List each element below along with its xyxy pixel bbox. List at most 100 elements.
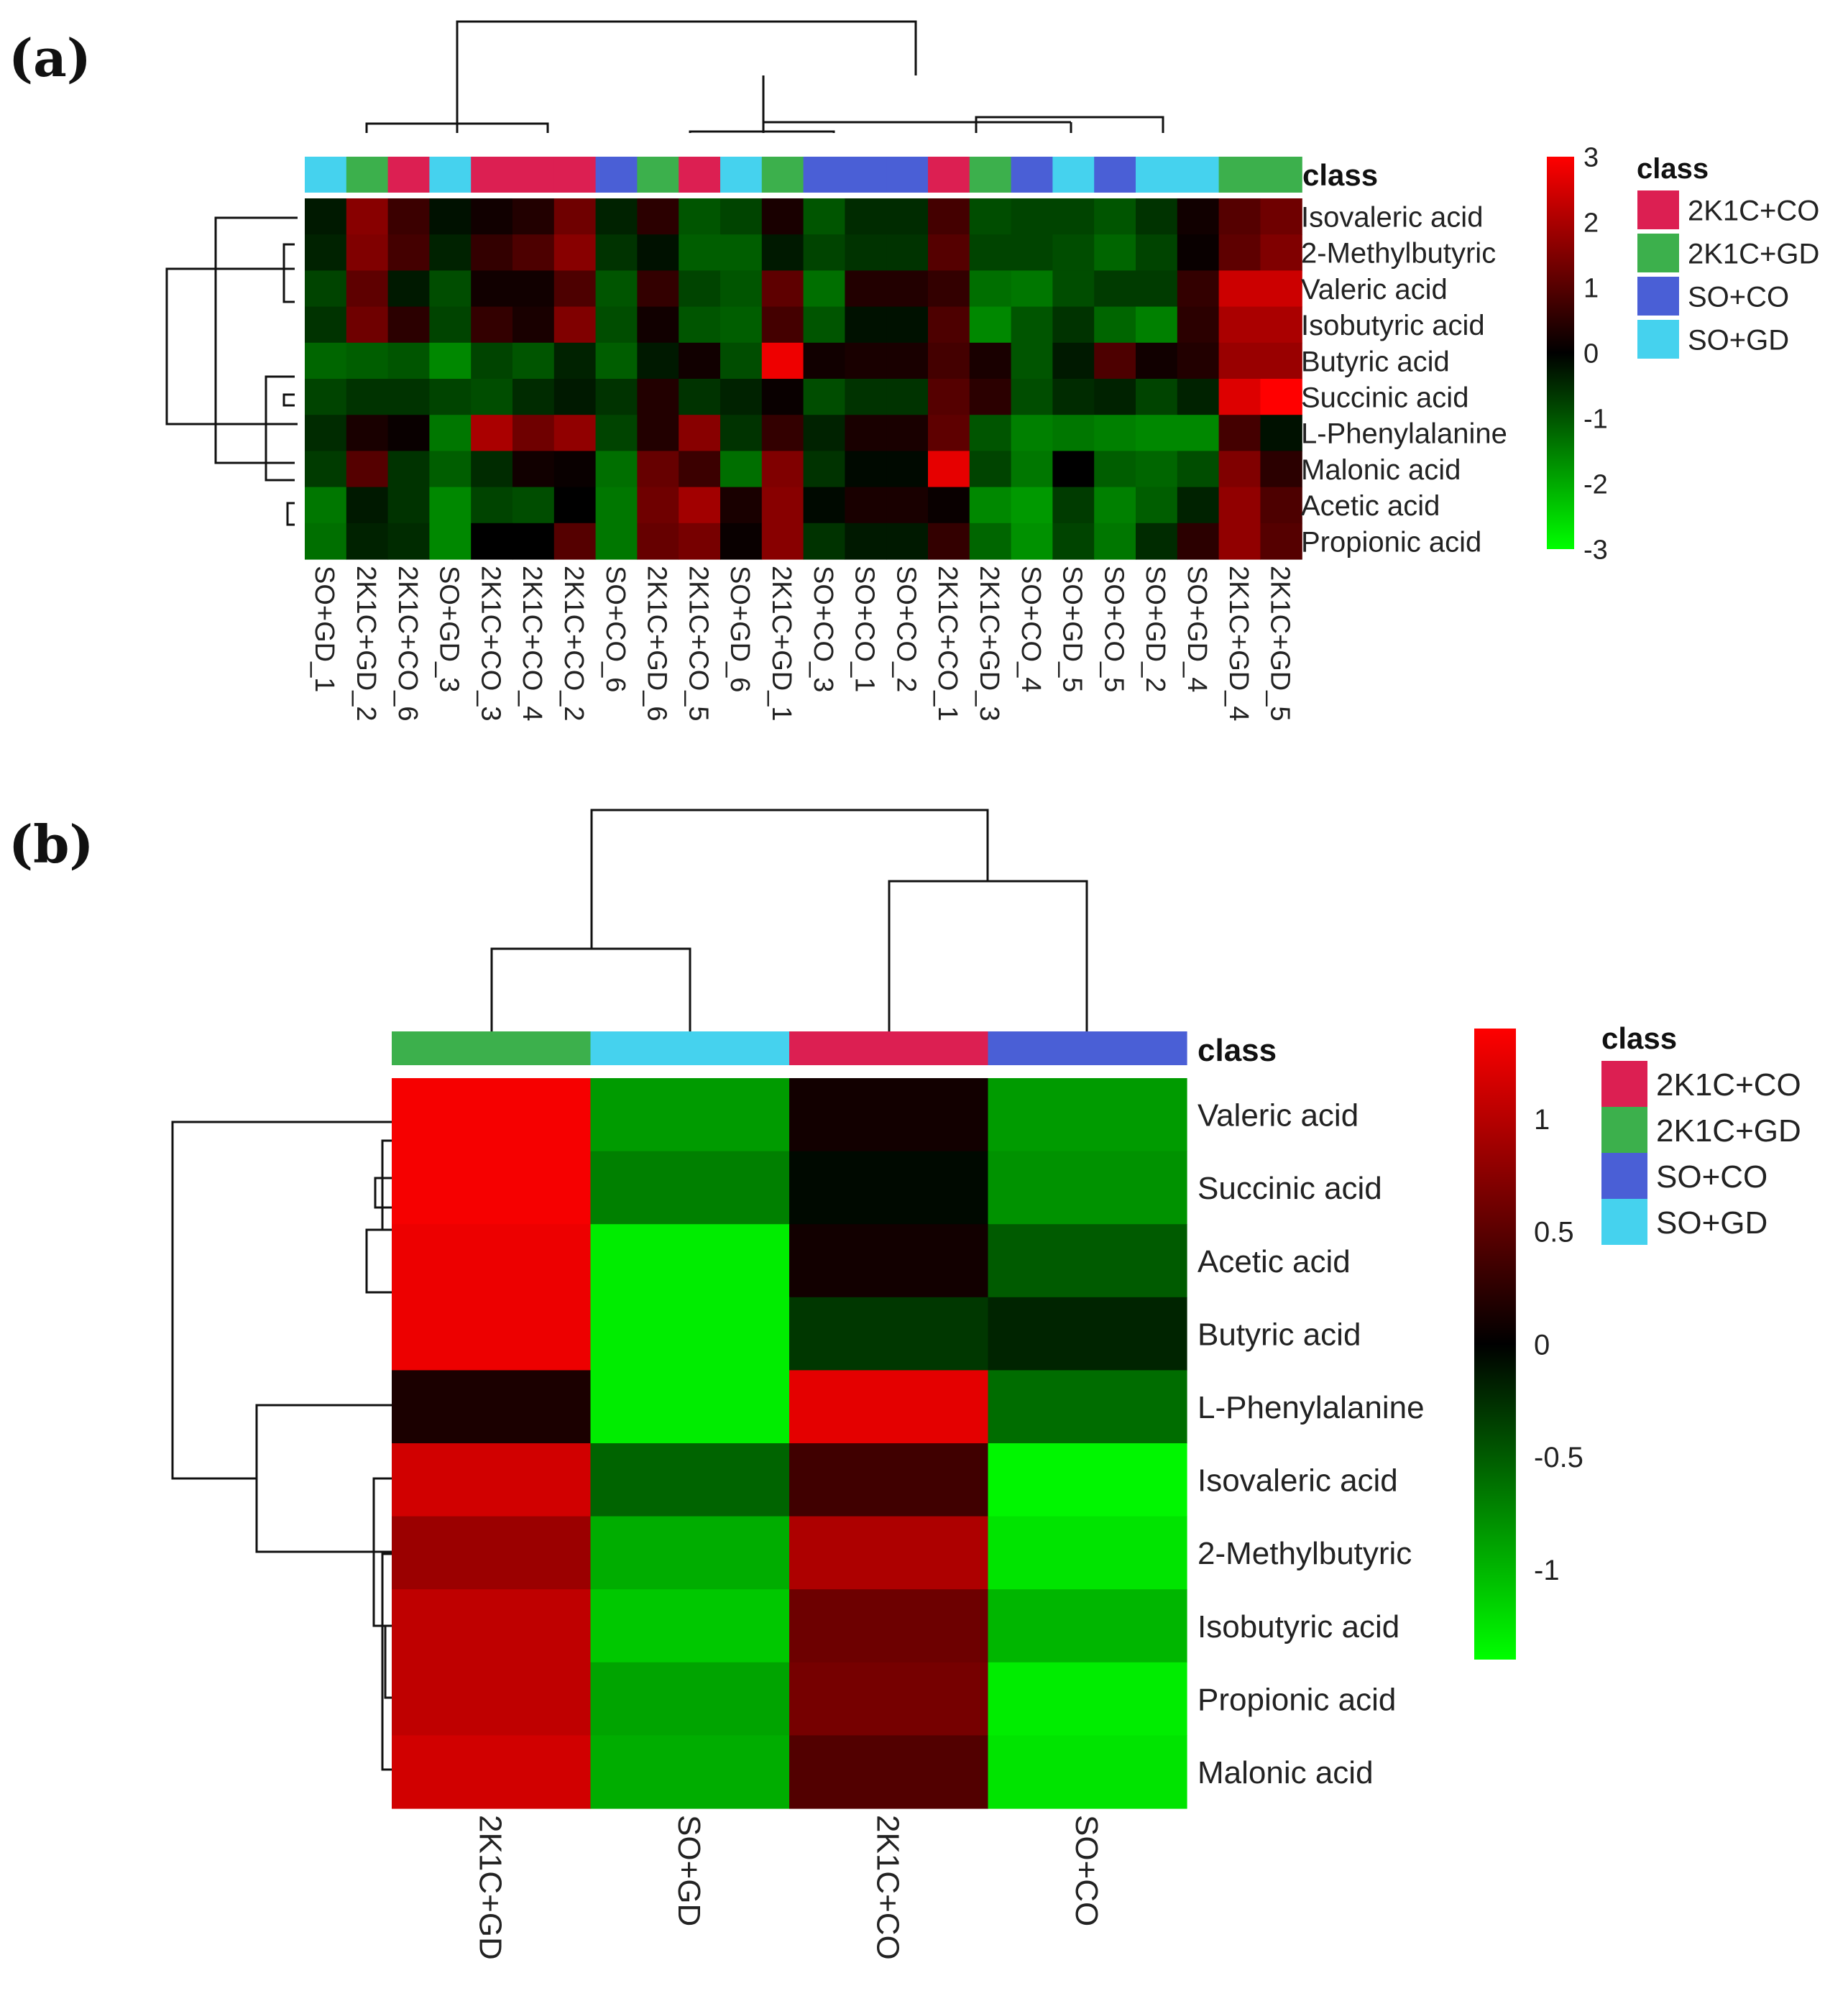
row-label: L-Phenylalanine [1197, 1390, 1425, 1425]
heatmap-cell [928, 379, 970, 415]
row-label: Butyric acid [1301, 346, 1450, 377]
row-label: Propionic acid [1197, 1682, 1396, 1717]
heatmap-cell [590, 1078, 790, 1152]
column-label: 2K1C+CO_4 [517, 566, 547, 722]
heatmap-cell [988, 1443, 1187, 1517]
heatmap-cell [1260, 306, 1302, 344]
heatmap-cell [387, 523, 430, 560]
colorbar-tick-label: -3 [1583, 535, 1608, 566]
column-label: SO+GD [671, 1815, 707, 1926]
heatmap-cell [720, 270, 763, 308]
heatmap-cell [679, 342, 721, 380]
colorbar-a [1547, 157, 1574, 549]
heatmap-cell [471, 379, 513, 415]
colorbar-tick-label: -1 [1534, 1555, 1560, 1586]
colorbar-ticks-a: 3 2 1 0 -1 -2 -3 [1583, 143, 1608, 566]
heatmap-cell [969, 415, 1012, 451]
heatmap-cell [1136, 451, 1178, 488]
heatmap-cell [1011, 270, 1053, 308]
heatmap-cell [928, 523, 970, 560]
heatmap-cell [1136, 415, 1178, 451]
class-bar-a [305, 157, 1302, 193]
heatmap-cell [720, 306, 763, 344]
heatmap-cell [1011, 306, 1053, 344]
heatmap-cell [471, 234, 513, 271]
heatmap-cell [1260, 198, 1302, 235]
heatmap-cell [553, 342, 597, 380]
heatmap-cell [789, 1151, 989, 1225]
column-label: SO+CO_4 [1016, 566, 1046, 692]
column-label: 2K1C+CO_2 [558, 566, 589, 722]
heatmap-cell [387, 451, 430, 488]
heatmap-cell [761, 306, 804, 344]
heatmap-cell [789, 1370, 989, 1444]
heatmap-cell [845, 306, 887, 344]
colorbar-tick-label: 0 [1583, 339, 1599, 369]
heatmap-cell [471, 306, 513, 344]
heatmap-cell [1052, 415, 1095, 451]
heatmap-cell [512, 270, 555, 308]
column-labels-b: 2K1C+GD SO+GD 2K1C+CO SO+CO [472, 1815, 1104, 1960]
class-bar-segment [1136, 157, 1178, 193]
heatmap-cell [471, 342, 513, 380]
heatmap-cell [720, 451, 763, 488]
heatmap-cell [590, 1735, 790, 1809]
class-bar-segment [761, 157, 804, 193]
heatmap-cell [761, 198, 804, 235]
heatmap-cell [886, 270, 929, 308]
heatmap-cell [637, 198, 679, 235]
class-bar-segment [928, 157, 970, 193]
column-label: 2K1C+CO_5 [683, 566, 713, 722]
row-label: Propionic acid [1301, 526, 1481, 558]
heatmap-cell [637, 379, 679, 415]
row-label: Valeric acid [1197, 1098, 1359, 1133]
column-label: SO+GD_6 [725, 566, 755, 692]
heatmap-cell [512, 198, 555, 235]
heatmap-cell [387, 270, 430, 308]
class-bar-segment [1052, 157, 1095, 193]
heatmap-cell [387, 198, 430, 235]
heatmap-cell [590, 1516, 790, 1590]
heatmap-cell [1218, 523, 1261, 560]
heatmap-cell [679, 306, 721, 344]
heatmap-cell [1177, 451, 1220, 488]
heatmap-cell [590, 1662, 790, 1736]
row-label: Isobutyric acid [1197, 1609, 1399, 1644]
heatmap-cell [305, 342, 347, 380]
class-bar-segment [590, 1031, 790, 1065]
heatmap-cell [392, 1224, 592, 1298]
heatmap-cell [392, 1443, 592, 1517]
heatmap-cell [637, 451, 679, 488]
heatmap-cell [1094, 487, 1136, 524]
heatmap-cell [595, 523, 638, 560]
heatmap-cell [845, 523, 887, 560]
heatmap-cell [789, 1516, 989, 1590]
heatmap-cell [845, 487, 887, 524]
legend-label: 2K1C+CO [1688, 195, 1819, 226]
colorbar-tick-label: 1 [1583, 274, 1599, 304]
heatmap-cell [886, 234, 929, 271]
heatmap-cell [429, 451, 472, 488]
heatmap-cell [1011, 234, 1053, 271]
heatmap-cell [595, 234, 638, 271]
heatmap-cell [346, 379, 389, 415]
heatmap-cell [1136, 306, 1178, 344]
heatmap-cell [1260, 523, 1302, 560]
heatmap-cell [969, 234, 1012, 271]
class-bar-segment [637, 157, 679, 193]
heatmap-cell [595, 487, 638, 524]
heatmap-cell [803, 198, 845, 235]
heatmap-cell [761, 415, 804, 451]
heatmap-cell [1136, 198, 1178, 235]
class-bar-segment [789, 1031, 989, 1065]
heatmap-cell [1011, 523, 1053, 560]
class-bar-segment [387, 157, 430, 193]
legend-label: 2K1C+GD [1656, 1113, 1801, 1149]
heatmap-cell [590, 1151, 790, 1225]
heatmap-cell [1011, 451, 1053, 488]
class-bar-segment [969, 157, 1012, 193]
heatmap-cell [1218, 451, 1261, 488]
legend-swatch [1601, 1061, 1647, 1107]
heatmap-cell [988, 1370, 1187, 1444]
heatmap-cell [845, 415, 887, 451]
